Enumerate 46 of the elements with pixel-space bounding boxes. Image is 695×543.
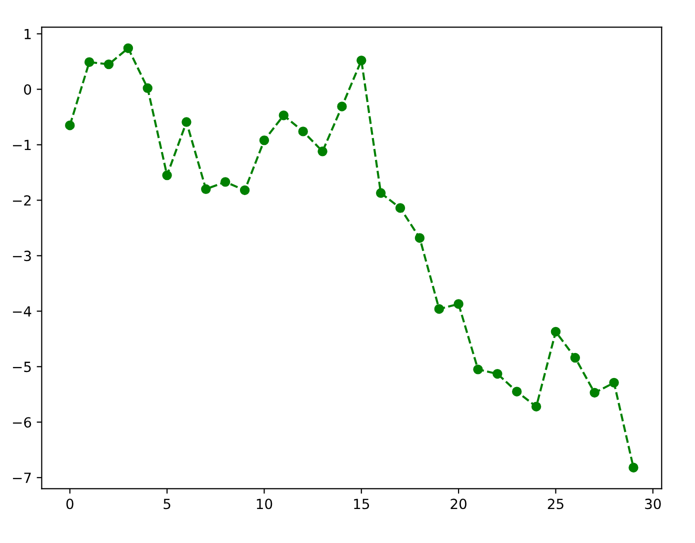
point — [104, 59, 114, 70]
y-tick-label: 0 — [24, 84, 32, 95]
point — [570, 352, 580, 363]
point — [84, 57, 94, 67]
x-tick-label: 20 — [450, 498, 466, 510]
point — [142, 83, 152, 94]
point — [376, 188, 386, 198]
y-tick-label: −5 — [12, 362, 31, 372]
y-tick-label: 1 — [24, 28, 31, 40]
x-tick-label: 30 — [645, 498, 661, 510]
point — [550, 326, 561, 337]
y-tick-label: −7 — [12, 472, 31, 483]
x-tick-label: 15 — [354, 498, 370, 510]
point — [454, 299, 464, 309]
x-tick-label: 5 — [164, 498, 170, 510]
point — [182, 117, 192, 127]
point — [298, 126, 308, 136]
point — [278, 110, 289, 120]
point — [201, 184, 211, 194]
point — [473, 364, 483, 374]
y-tick-label: −4 — [12, 306, 32, 316]
point — [162, 170, 172, 180]
point — [220, 177, 230, 187]
y-tick-label: −3 — [12, 250, 31, 262]
y-tick-label: −6 — [12, 417, 32, 428]
point — [492, 369, 502, 379]
point — [65, 120, 75, 130]
x-tick-label: 0 — [66, 498, 74, 510]
point — [240, 185, 250, 196]
point — [414, 233, 425, 243]
y-tick-label: −2 — [12, 195, 31, 206]
point — [395, 203, 406, 213]
point — [259, 135, 270, 146]
point — [434, 304, 444, 314]
point — [512, 386, 522, 396]
x-tick-label: 10 — [256, 498, 272, 510]
point — [356, 56, 366, 66]
y-tick-label: −1 — [12, 140, 31, 150]
point — [318, 146, 328, 156]
point — [531, 402, 542, 412]
point — [609, 378, 619, 388]
x-tick-label: 25 — [548, 498, 564, 510]
point — [123, 43, 134, 54]
point — [590, 388, 600, 398]
point — [628, 462, 638, 472]
point — [337, 102, 347, 112]
